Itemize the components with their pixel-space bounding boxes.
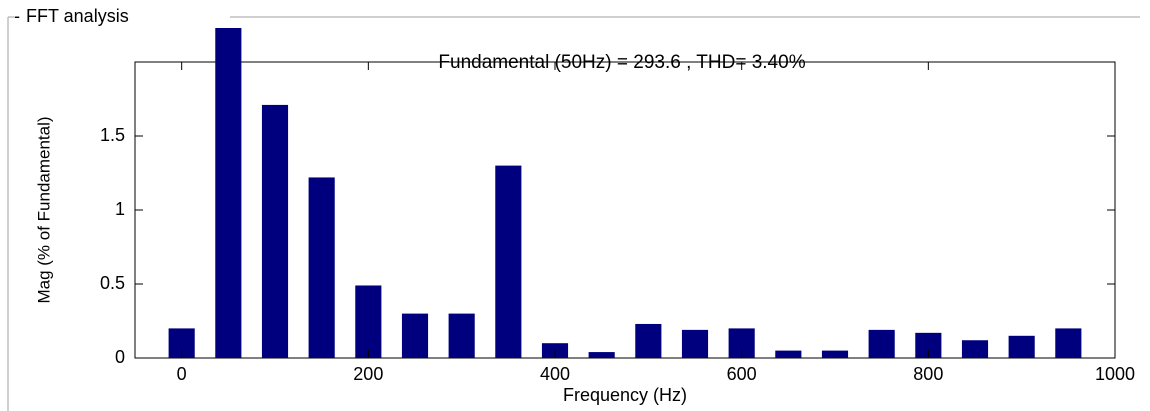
- bar: [1055, 328, 1082, 358]
- bar: [635, 323, 662, 358]
- x-tick-label: 800: [913, 364, 943, 384]
- y-tick-label: 0: [115, 347, 125, 367]
- bar: [308, 177, 335, 358]
- bar: [448, 313, 475, 358]
- bar: [495, 165, 522, 358]
- bar: [681, 329, 709, 358]
- x-tick-label: 0: [177, 364, 187, 384]
- bar: [821, 350, 849, 358]
- bar: [588, 352, 615, 358]
- y-tick-label: 1.5: [100, 125, 125, 145]
- bar: [261, 104, 289, 358]
- bar: [775, 350, 802, 358]
- axes: [134, 61, 1116, 359]
- x-tick-label: 200: [353, 364, 383, 384]
- y-tick-label: 0.5: [100, 273, 125, 293]
- bar: [401, 313, 429, 358]
- bar: [215, 28, 242, 358]
- panel-title-bg: [14, 6, 230, 28]
- x-tick-label: 600: [727, 364, 757, 384]
- bar: [1008, 335, 1035, 358]
- chart-title: Fundamental (50Hz) = 293.6 , THD= 3.40%: [438, 52, 805, 73]
- y-axis-label: Mag (% of Fundamental): [34, 116, 53, 303]
- bar: [961, 340, 989, 358]
- panel-dash: -: [14, 6, 20, 26]
- y-tick-label: 1: [115, 199, 125, 219]
- bars: [168, 28, 1082, 358]
- panel-title: FFT analysis: [26, 6, 129, 26]
- x-axis-label: Frequency (Hz): [563, 385, 687, 405]
- x-tick-label: 400: [540, 364, 570, 384]
- bar: [355, 285, 382, 358]
- x-tick-label: 1000: [1095, 364, 1135, 384]
- bar: [868, 329, 895, 358]
